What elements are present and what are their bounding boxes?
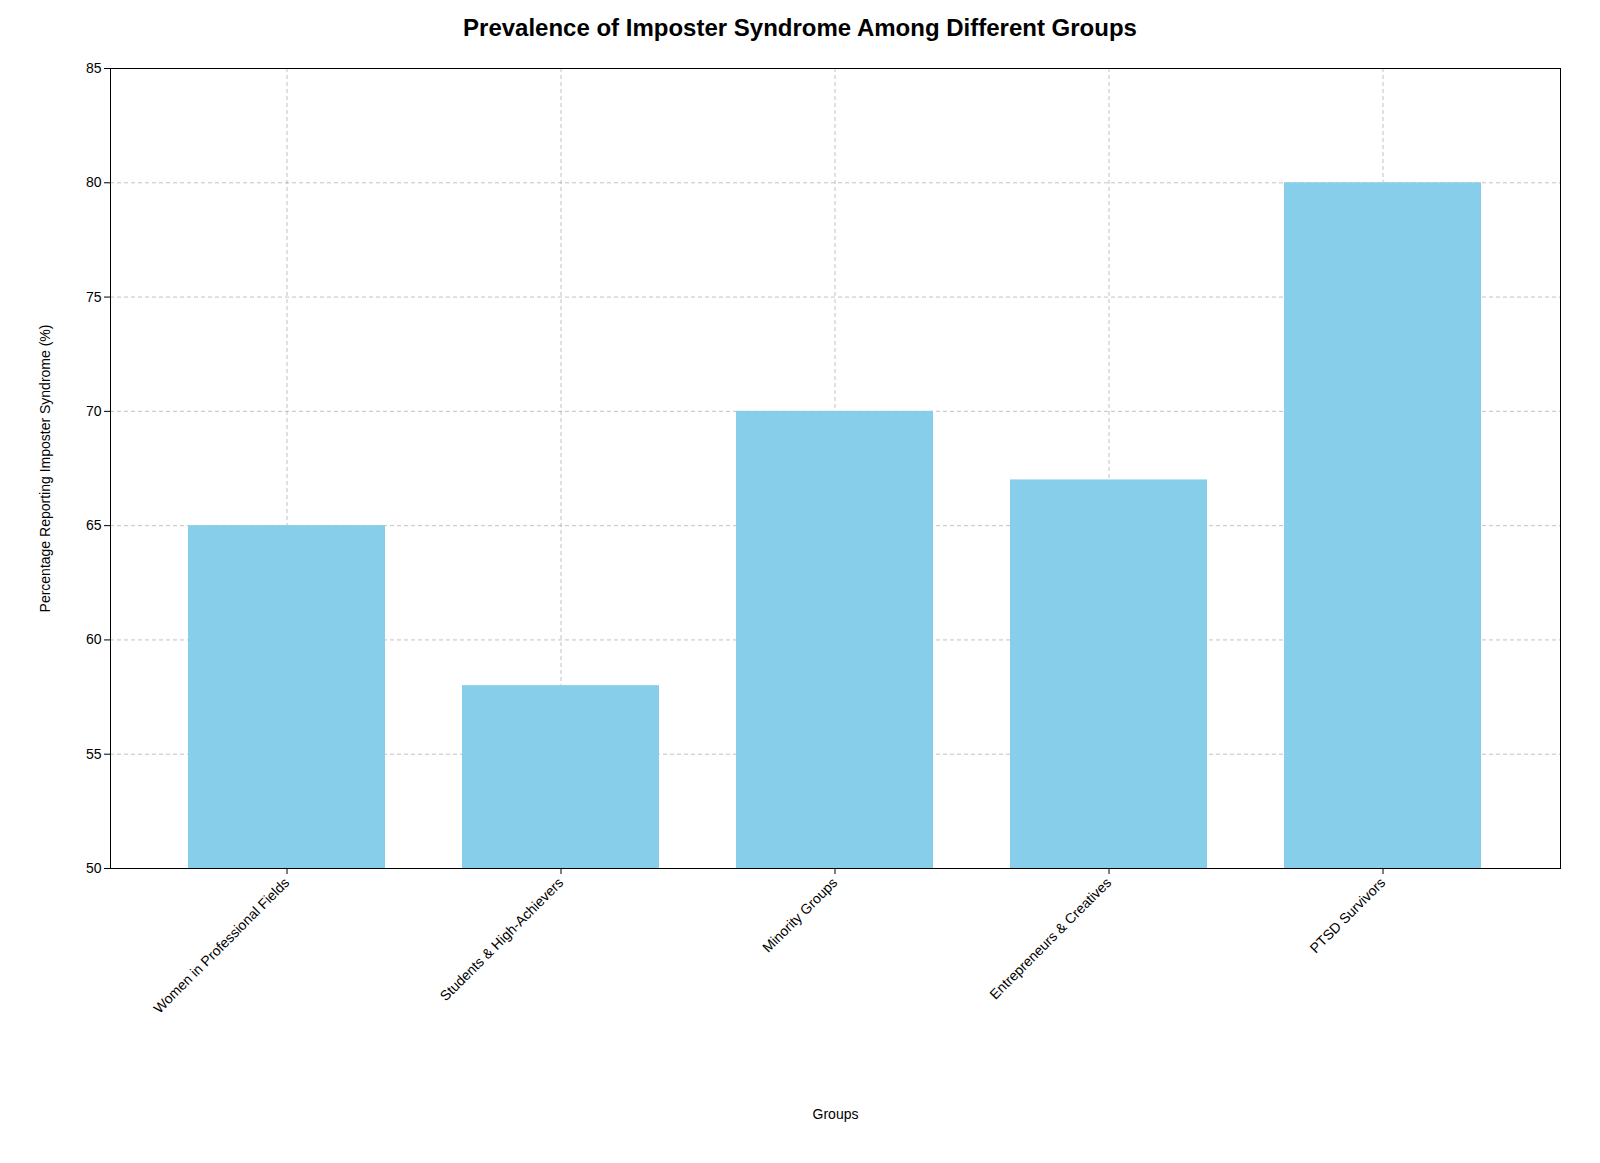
svg-text:80: 80 xyxy=(86,174,102,190)
svg-text:70: 70 xyxy=(86,403,102,419)
svg-text:55: 55 xyxy=(86,746,102,762)
svg-text:Percentage Reporting Imposter: Percentage Reporting Imposter Syndrome (… xyxy=(37,325,53,613)
svg-text:Groups: Groups xyxy=(813,1106,859,1122)
svg-text:50: 50 xyxy=(86,860,102,876)
svg-text:Minority Groups: Minority Groups xyxy=(759,874,840,955)
svg-text:PTSD Survivors: PTSD Survivors xyxy=(1307,874,1389,956)
svg-text:Women in Professional Fields: Women in Professional Fields xyxy=(150,874,292,1016)
svg-text:85: 85 xyxy=(86,60,102,76)
svg-text:60: 60 xyxy=(86,631,102,647)
svg-text:75: 75 xyxy=(86,289,102,305)
html-text:Prevalence of Imposter Syndrom: Prevalence of Imposter Syndrome Among Di… xyxy=(463,14,1137,41)
svg-text:Entrepreneurs & Creatives: Entrepreneurs & Creatives xyxy=(986,874,1114,1002)
svg-text:65: 65 xyxy=(86,517,102,533)
svg-text:Students & High-Achievers: Students & High-Achievers xyxy=(437,874,567,1004)
